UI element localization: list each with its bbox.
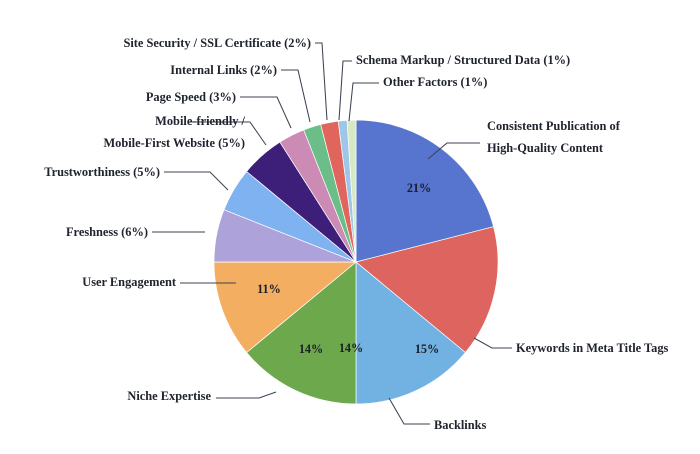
slice-percent-label: 15%: [415, 342, 439, 356]
slice-labels: Consistent Publication of High-Quality Co…: [44, 36, 668, 432]
leader-line: [338, 60, 352, 121]
leader-line: [427, 142, 480, 160]
slice-label: Backlinks: [434, 418, 487, 432]
slice-label: Site Security / SSL Certificate (2%): [123, 36, 311, 50]
leader-line: [348, 82, 379, 122]
slice-label: Freshness (6%): [66, 225, 148, 239]
leader-line: [240, 96, 292, 129]
slice-label: Page Speed (3%): [146, 90, 236, 104]
leader-line: [388, 397, 430, 425]
slice-label: Keywords in Meta Title Tags: [516, 341, 669, 355]
slice-percent-label: 14%: [299, 342, 323, 356]
leader-line: [315, 42, 328, 121]
slice-percent-labels: 21% 15% 14% 14% 11%: [257, 181, 439, 356]
pie-slice[interactable]: [346, 119, 357, 263]
slice-percent-label: 11%: [257, 282, 281, 296]
pie-slice[interactable]: [355, 226, 499, 354]
pie-slice[interactable]: [355, 261, 466, 405]
slice-label: Other Factors (1%): [383, 75, 487, 89]
pie-slice[interactable]: [246, 261, 357, 405]
pie-slices: [213, 119, 499, 405]
slice-label: Mobile-friendly / Mobile-First Website (5…: [103, 114, 245, 150]
pie-slice[interactable]: [213, 261, 357, 354]
slice-label: Internal Links (2%): [170, 63, 277, 77]
leader-lines: [152, 42, 512, 425]
leader-line: [189, 121, 267, 146]
slice-label: Schema Markup / Structured Data (1%): [356, 53, 570, 67]
leader-line: [216, 391, 277, 399]
pie-slice[interactable]: [355, 119, 494, 263]
leader-line: [281, 69, 311, 123]
slice-label: Niche Expertise: [127, 389, 211, 403]
slice-label: User Engagement: [82, 275, 177, 289]
slice-percent-label: 14%: [339, 341, 363, 355]
leader-line: [164, 171, 229, 191]
leader-line: [473, 337, 512, 349]
slice-label: Trustworthiness (5%): [44, 165, 160, 179]
slice-label: Consistent Publication of High-Quality Co…: [487, 119, 621, 155]
slice-percent-label: 21%: [407, 181, 431, 195]
